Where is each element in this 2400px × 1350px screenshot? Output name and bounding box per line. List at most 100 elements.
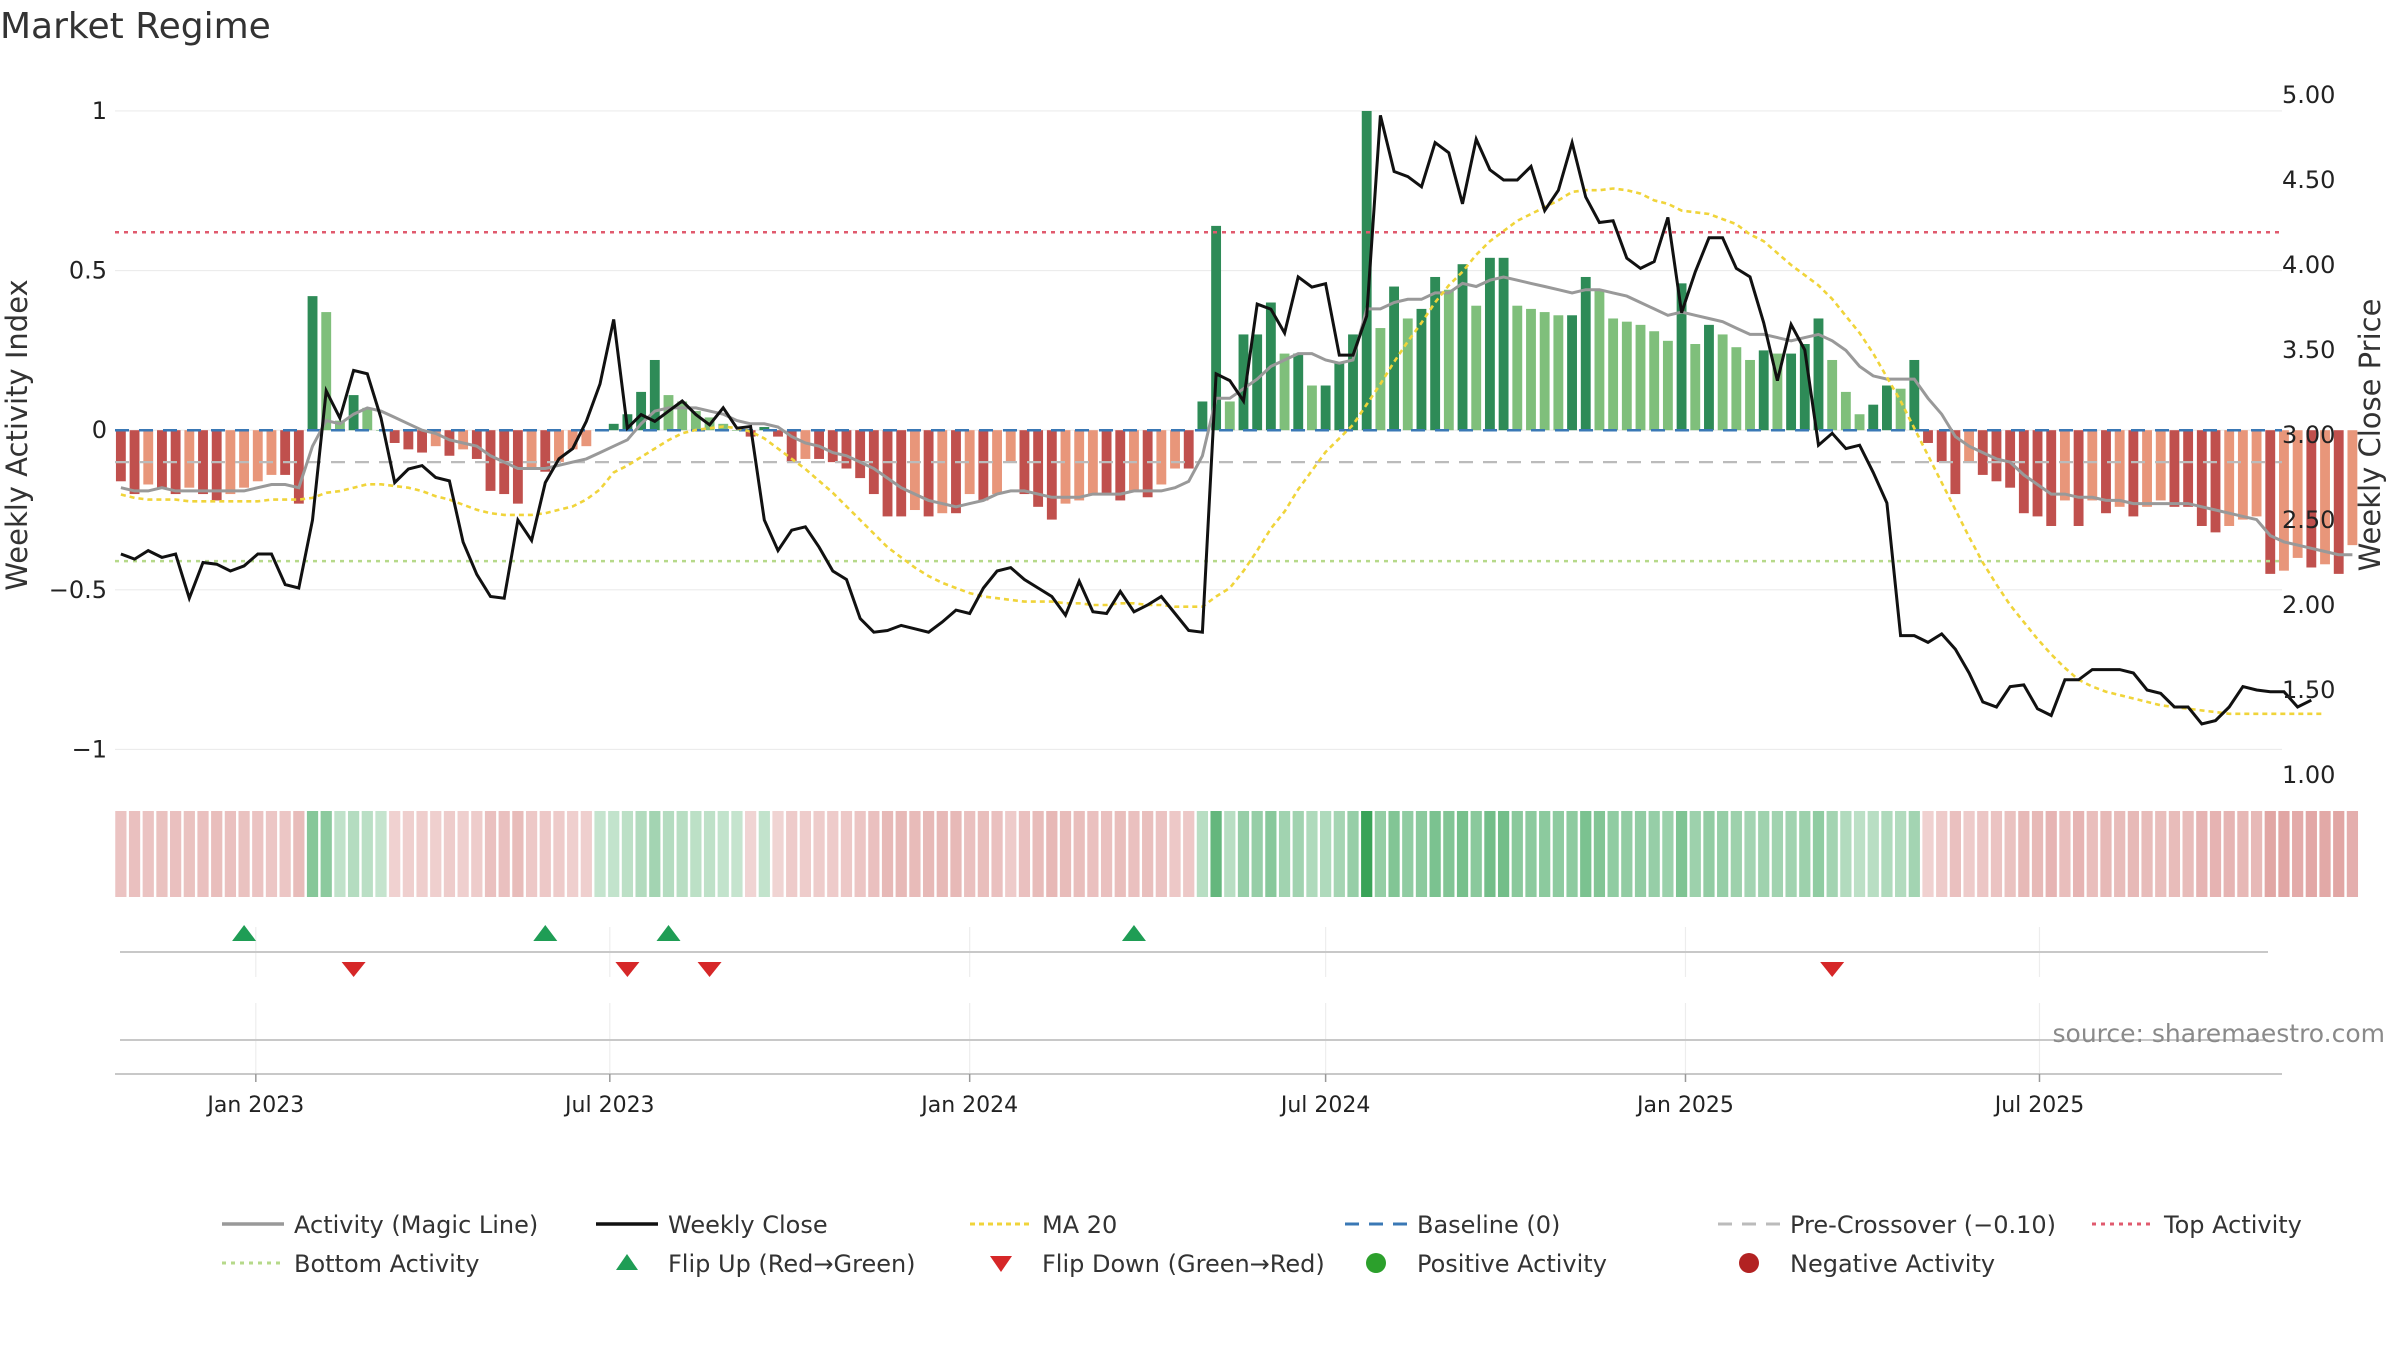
right-tick-label: 2.00 [2282, 591, 2335, 619]
activity-bar [444, 430, 455, 456]
activity-bar [1443, 289, 1454, 431]
activity-bar [1060, 430, 1071, 504]
activity-bar [2210, 430, 2221, 533]
activity-bar [1567, 315, 1577, 431]
regime-cell [621, 811, 634, 897]
activity-bar [1224, 401, 1235, 431]
activity-bar [2306, 430, 2317, 568]
activity-bar [1416, 308, 1427, 431]
regime-cell [991, 811, 1003, 897]
legend-label: MA 20 [1042, 1211, 1117, 1239]
activity-bar [362, 407, 373, 431]
legend-swatch [990, 1256, 1012, 1272]
regime-cell [1183, 811, 1195, 897]
regime-cell [553, 811, 565, 897]
activity-bar [937, 430, 948, 514]
activity-bar [1183, 430, 1194, 469]
activity-bar [1526, 308, 1536, 431]
activity-bar [1238, 334, 1249, 431]
regime-cell [2223, 811, 2235, 897]
regime-cell [950, 811, 962, 897]
activity-bar [909, 430, 920, 511]
regime-strip [115, 811, 2359, 897]
activity-bar [1608, 318, 1619, 431]
regime-cell [1648, 811, 1660, 897]
activity-bar [1662, 340, 1673, 431]
regime-cell [1005, 811, 1017, 897]
left-axis-ticks: −1 −0.5 0 0.5 1 [49, 97, 107, 763]
activity-bar [1895, 388, 1906, 431]
regime-cell [1347, 811, 1359, 897]
activity-bar [677, 401, 688, 431]
activity-bar [1115, 430, 1126, 501]
activity-bar [1731, 347, 1742, 431]
regime-cell [1429, 811, 1441, 897]
legend-label: Baseline (0) [1417, 1211, 1560, 1239]
regime-cell [964, 811, 976, 897]
activity-bar [1046, 430, 1057, 520]
regime-cell [443, 811, 456, 897]
regime-cell [2018, 811, 2030, 897]
activity-bar [129, 430, 140, 495]
legend: Activity (Magic Line) Weekly Close MA 20 Ba… [222, 1211, 2302, 1278]
regime-cell [211, 811, 223, 897]
activity-bar [1635, 324, 1646, 431]
regime-cell [539, 811, 551, 897]
activity-bar [2279, 430, 2289, 571]
regime-cell [1881, 811, 1893, 897]
regime-cell [1785, 811, 1797, 897]
activity-bar [1936, 430, 1947, 463]
right-tick-label: 3.00 [2282, 421, 2335, 449]
activity-bar [1758, 350, 1769, 431]
regime-cell [2004, 811, 2016, 897]
activity-bar [321, 312, 332, 431]
regime-cell [334, 811, 346, 897]
activity-bar [786, 430, 797, 463]
regime-cell [2114, 811, 2126, 897]
right-tick-label: 1.50 [2282, 676, 2335, 704]
activity-bar [855, 430, 866, 479]
activity-bar [800, 430, 811, 459]
activity-bar [1142, 430, 1153, 498]
activity-bar [1320, 385, 1331, 431]
activity-bar [540, 430, 551, 472]
regime-cell [1032, 811, 1044, 897]
activity-bar [1512, 305, 1523, 431]
activity-bar [827, 430, 838, 463]
regime-cell [375, 811, 387, 897]
legend-swatch [1366, 1253, 1386, 1273]
activity-bar [334, 420, 345, 431]
legend-label: Flip Down (Green→Red) [1042, 1250, 1325, 1278]
regime-cell [1470, 811, 1482, 897]
regime-cell [1675, 811, 1688, 897]
activity-bar [814, 430, 825, 459]
activity-bar [1361, 110, 1372, 431]
regime-cell [1922, 811, 1934, 897]
x-tick-label: Jul 2025 [1993, 1093, 2085, 1118]
regime-cell [2196, 811, 2208, 897]
legend-label: Top Activity [2163, 1211, 2302, 1239]
regime-cell [840, 811, 853, 897]
legend-swatch [1739, 1253, 1759, 1273]
regime-cell [512, 811, 524, 897]
activity-bar [581, 430, 592, 447]
regime-cell [1799, 811, 1811, 897]
regime-cell [1593, 811, 1606, 897]
regime-cell [416, 811, 428, 897]
activity-bar [2114, 430, 2125, 507]
activity-bar [2183, 430, 2194, 507]
regime-cell [389, 811, 401, 897]
left-tick-label: 0.5 [69, 257, 107, 285]
activity-bar [964, 430, 975, 495]
activity-bar [978, 430, 989, 501]
x-tick-label: Jan 2025 [1635, 1093, 1734, 1118]
regime-cell [1977, 811, 1989, 897]
activity-bar [759, 427, 770, 431]
activity-bar [2196, 430, 2207, 526]
regime-cell [2059, 811, 2071, 897]
activity-bar [2101, 430, 2111, 514]
activity-bar [1293, 353, 1304, 431]
activity-bar [1430, 276, 1441, 431]
activity-bar [307, 296, 318, 431]
regime-cell [1443, 811, 1455, 897]
